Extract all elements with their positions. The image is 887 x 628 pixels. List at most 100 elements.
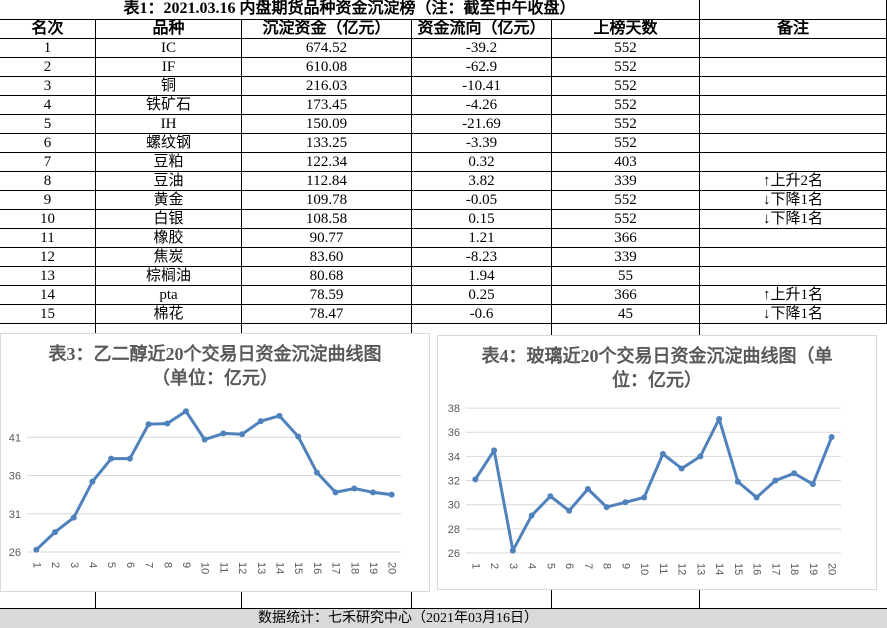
- table-cell: 552: [552, 58, 700, 77]
- table-cell: 674.52: [242, 39, 412, 58]
- table-cell: IH: [96, 115, 242, 134]
- table-cell: pta: [96, 286, 242, 305]
- x-tick-label: 19: [367, 562, 379, 574]
- data-point: [772, 477, 779, 484]
- x-tick-label: 8: [161, 562, 173, 568]
- table-cell: -0.05: [412, 191, 552, 210]
- data-point: [313, 469, 320, 476]
- x-tick-label: 10: [199, 562, 211, 574]
- data-point: [220, 430, 227, 437]
- table-cell: [700, 153, 887, 172]
- x-tick-label: 20: [386, 562, 398, 574]
- data-point: [70, 514, 77, 521]
- x-tick-label: 5: [544, 563, 556, 569]
- chart-title: 表3：乙二醇近20个交易日资金沉淀曲线图（单位：亿元）: [48, 344, 382, 388]
- table-cell: 108.58: [242, 210, 412, 229]
- footer-row: 数据统计：七禾研究中心（2021年03月16日）: [0, 608, 887, 628]
- x-tick-label: 8: [601, 563, 613, 569]
- table-cell: 9: [0, 191, 96, 210]
- x-tick-label: 9: [180, 562, 192, 568]
- header-cell: 资金流向（亿元）: [412, 20, 552, 39]
- x-tick-label: 2: [488, 563, 500, 569]
- table-cell: [700, 77, 887, 96]
- data-point: [164, 420, 171, 427]
- table-cell: 3.82: [412, 172, 552, 191]
- table-cell: 78.47: [242, 305, 412, 324]
- table-cell: ↓下降1名: [700, 210, 887, 229]
- x-tick-label: 17: [330, 562, 342, 574]
- table-cell: 螺纹钢: [96, 134, 242, 153]
- header-cell: 名次: [0, 20, 96, 39]
- table-cell: -10.41: [412, 77, 552, 96]
- table-cell: 白银: [96, 210, 242, 229]
- data-point: [52, 529, 59, 536]
- table-cell: 焦炭: [96, 248, 242, 267]
- table-cell: [700, 58, 887, 77]
- table-cell: -39.2: [412, 39, 552, 58]
- table-cell: 366: [552, 229, 700, 248]
- x-tick-label: 6: [563, 563, 575, 569]
- table-cell: 403: [552, 153, 700, 172]
- table-cell: 铜: [96, 77, 242, 96]
- table-cell: [700, 229, 887, 248]
- data-point: [201, 436, 208, 443]
- data-point: [734, 478, 741, 485]
- data-point: [472, 476, 479, 483]
- data-point: [351, 485, 358, 492]
- table-cell: 4: [0, 96, 96, 115]
- data-point: [257, 418, 264, 425]
- x-tick-label: 13: [255, 562, 267, 574]
- y-tick-label: 36: [448, 427, 460, 439]
- x-tick-label: 13: [694, 563, 706, 575]
- x-tick-label: 12: [236, 562, 248, 574]
- table-cell: 棉花: [96, 305, 242, 324]
- data-point: [528, 512, 535, 519]
- data-point: [678, 465, 685, 472]
- x-tick-label: 17: [769, 563, 781, 575]
- data-point: [509, 547, 516, 554]
- x-tick-label: 15: [732, 563, 744, 575]
- y-tick-label: 32: [448, 476, 460, 488]
- table-cell: [700, 39, 887, 58]
- header-cell: 品种: [96, 20, 242, 39]
- chart: 26 28 30 32 34 36 38 1 2 3 4 5 6 7 8 9 10 11 12 13 14 15 16 17 1…: [437, 335, 877, 590]
- table-cell: 11: [0, 229, 96, 248]
- chart: 26 31 36 41 1 2 3 4 5 6 7 8 9 10 11 12 13 14 15 16 17 18 19 20 表…: [0, 333, 430, 592]
- table-cell: 0.15: [412, 210, 552, 229]
- data-point: [753, 494, 760, 501]
- table-cell: 552: [552, 96, 700, 115]
- table-cell: 109.78: [242, 191, 412, 210]
- table-cell: 2: [0, 58, 96, 77]
- table-cell: ↑上升2名: [700, 172, 887, 191]
- x-tick-label: 12: [676, 563, 688, 575]
- table-cell: IC: [96, 39, 242, 58]
- x-tick-label: 11: [657, 563, 669, 574]
- y-tick-label: 26: [448, 548, 460, 560]
- data-point: [809, 481, 816, 488]
- line: [35, 409, 392, 551]
- title-cell: 表1：2021.03.16 内盘期货品种资金沉淀榜（注：截至中午收盘）: [0, 0, 700, 20]
- table-cell: -4.26: [412, 96, 552, 115]
- x-tick-label: 7: [582, 563, 594, 569]
- table-cell: 13: [0, 267, 96, 286]
- x-tick-label: 14: [713, 563, 725, 575]
- x-tick-label: 20: [826, 563, 838, 575]
- table-cell: [700, 115, 887, 134]
- table-cell: 1.94: [412, 267, 552, 286]
- data-point: [716, 415, 723, 422]
- x-tick-label: 11: [217, 562, 229, 573]
- table-cell: 45: [552, 305, 700, 324]
- table-cell: -21.69: [412, 115, 552, 134]
- data-point: [295, 433, 302, 440]
- table-cell: 83.60: [242, 248, 412, 267]
- x-tick-label: 4: [526, 563, 538, 569]
- data-point: [369, 489, 376, 496]
- empty-cell: [700, 0, 887, 20]
- table-cell: 150.09: [242, 115, 412, 134]
- data-point: [547, 493, 554, 500]
- table-cell: 铁矿石: [96, 96, 242, 115]
- y-tick-label: 26: [9, 547, 21, 559]
- x-tick-label: 16: [751, 563, 763, 575]
- table-cell: -3.39: [412, 134, 552, 153]
